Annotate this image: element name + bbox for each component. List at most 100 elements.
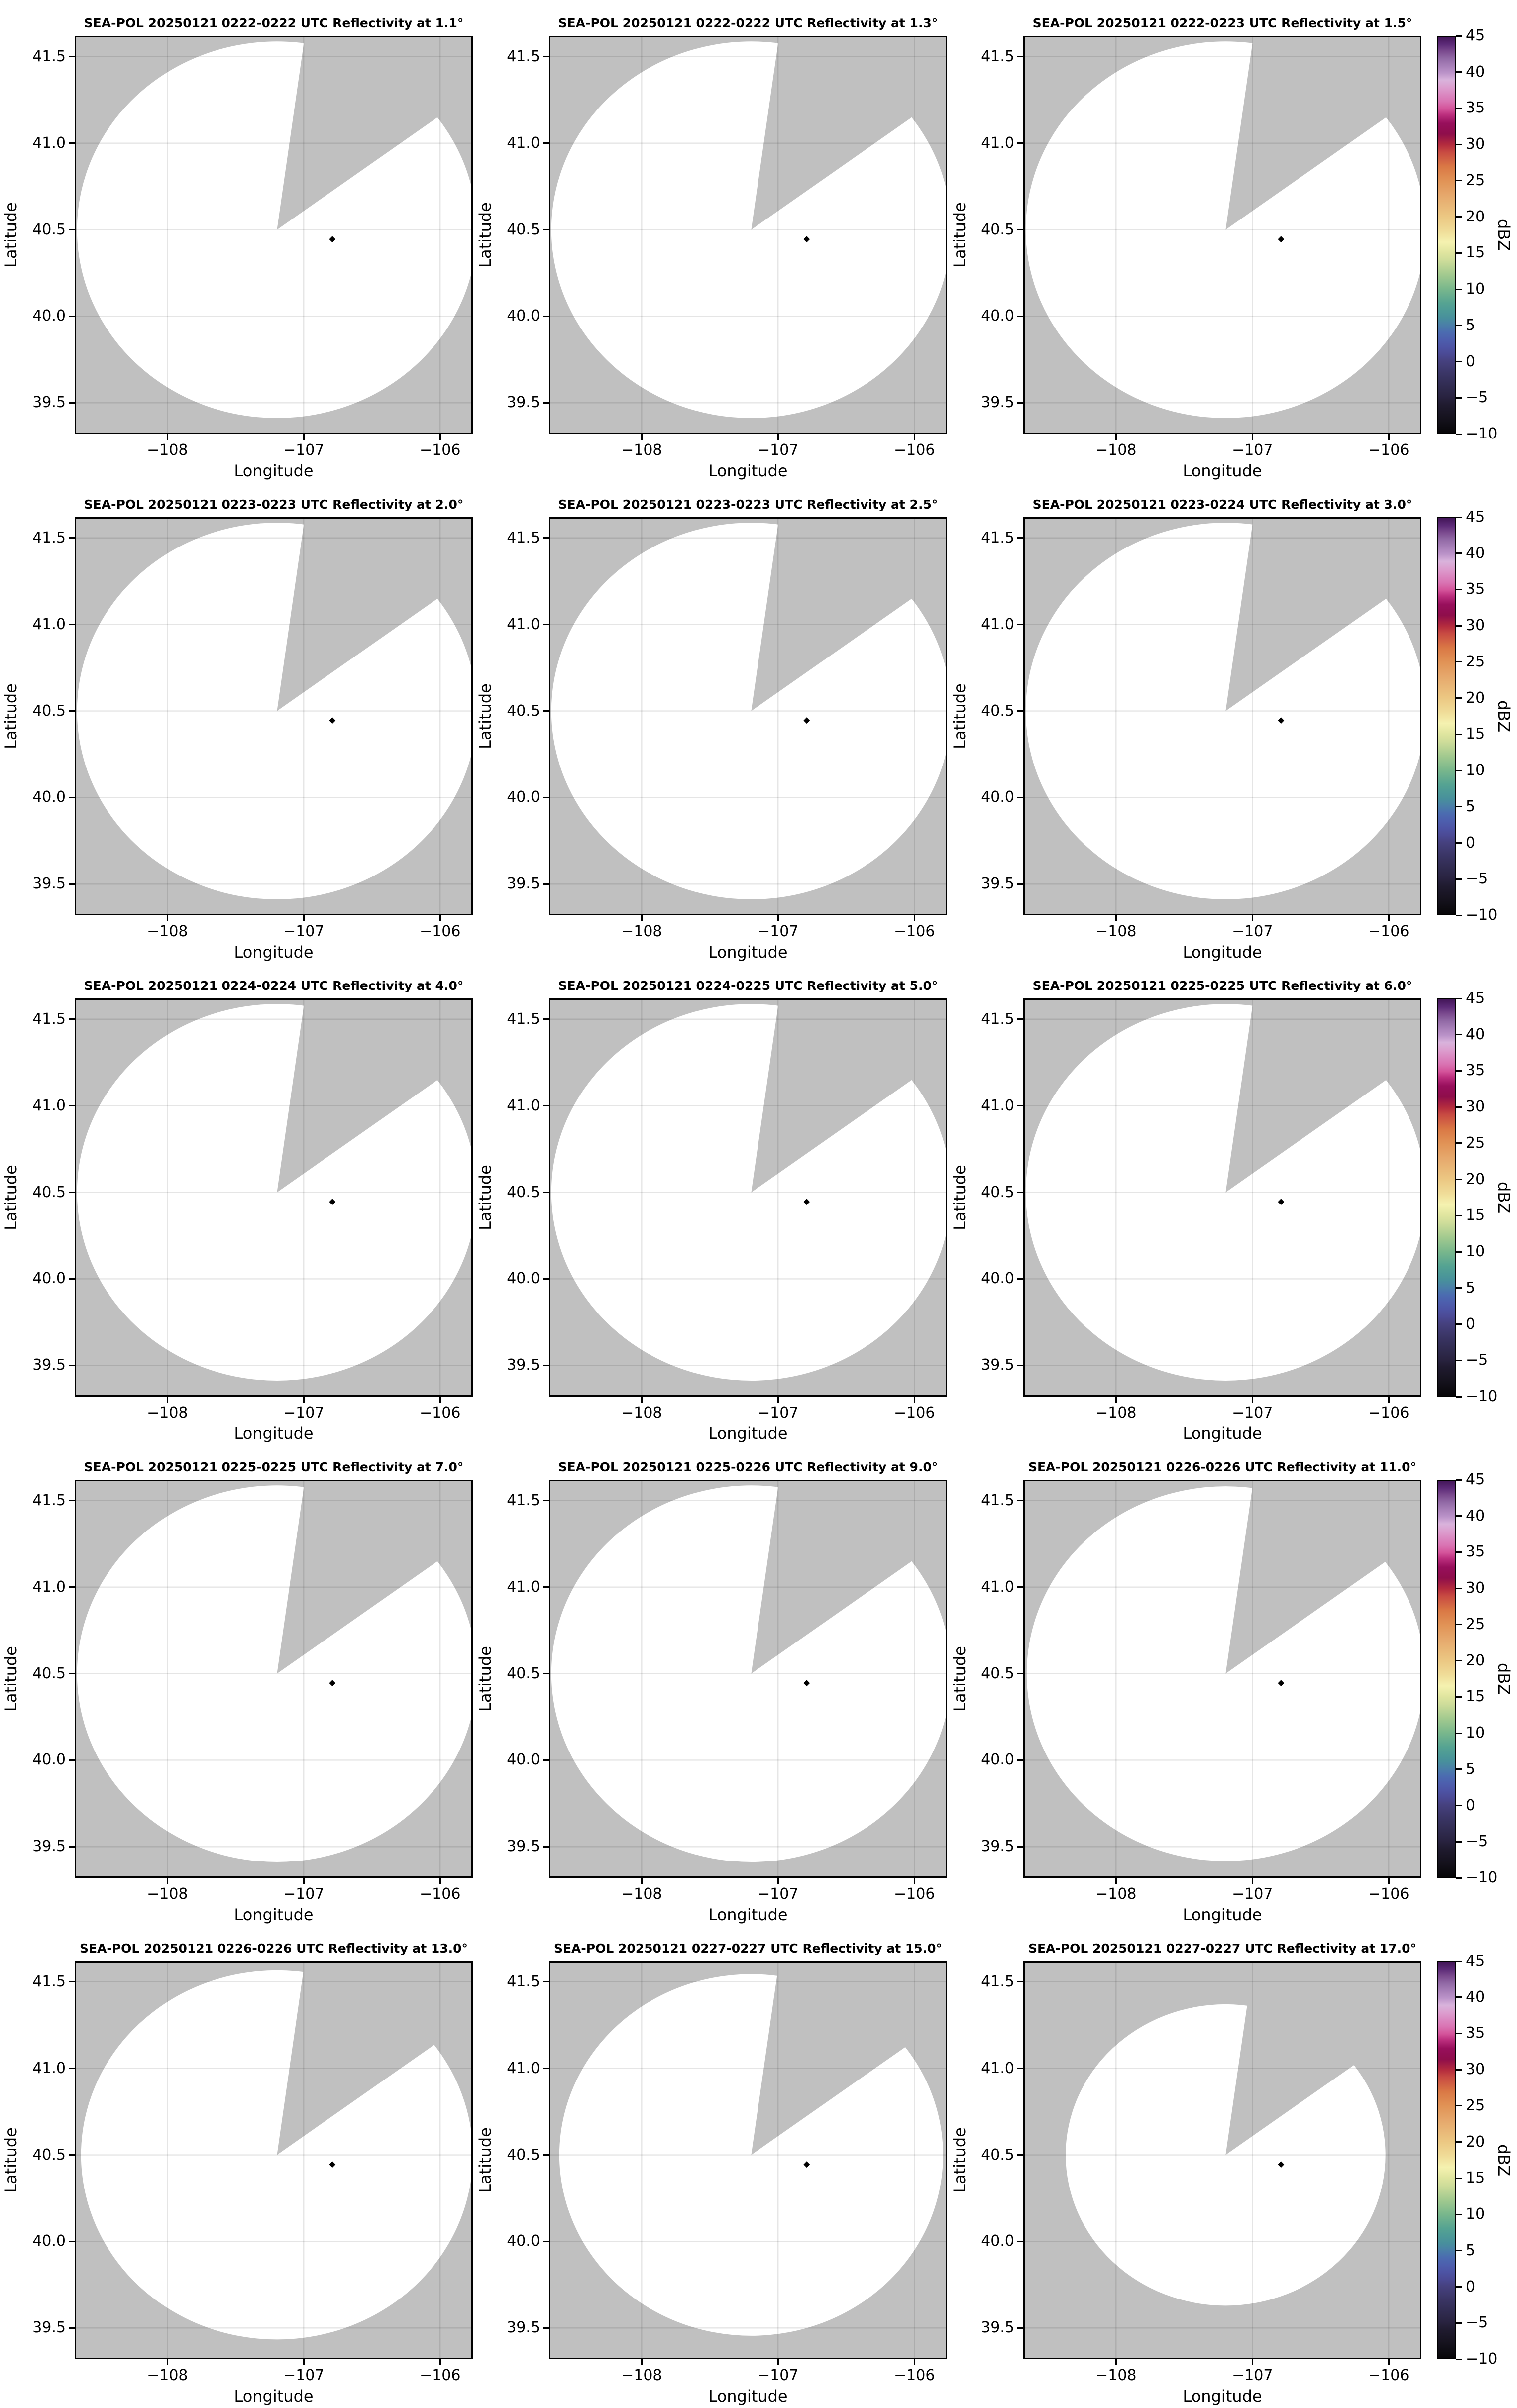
x-tick-mark (1388, 2359, 1390, 2365)
colorbar-tick-label: 30 (1466, 135, 1485, 153)
colorbar-tick-label: 0 (1466, 1315, 1476, 1333)
colorbar-tick-mark (1456, 769, 1462, 771)
colorbar-tick-label: 25 (1466, 1134, 1485, 1152)
y-tick-label: 39.5 (981, 875, 1014, 893)
x-tick-mark (1115, 1397, 1117, 1403)
panel-title: SEA-POL 20250121 0222-0222 UTC Reflectiv… (558, 16, 938, 30)
colorbar-tick-label: 25 (1466, 171, 1485, 189)
plot-area (75, 998, 473, 1397)
colorbar-tick-mark (1456, 625, 1462, 627)
radar-panel: SEA-POL 20250121 0223-0224 UTC Reflectiv… (949, 481, 1423, 963)
figure-row: SEA-POL 20250121 0224-0224 UTC Reflectiv… (0, 963, 1517, 1444)
x-tick-label: −108 (1095, 441, 1137, 459)
colorbar-tick-mark (1456, 2177, 1462, 2179)
figure-row: SEA-POL 20250121 0226-0226 UTC Reflectiv… (0, 1925, 1517, 2407)
panel-title: SEA-POL 20250121 0227-0227 UTC Reflectiv… (553, 1941, 943, 1956)
x-tick-mark (1115, 915, 1117, 921)
colorbar-tick-label: 45 (1466, 1471, 1485, 1488)
colorbar-tick-label: 35 (1466, 1062, 1485, 1080)
x-tick-label: −108 (1095, 1885, 1137, 1903)
x-tick-mark (641, 1878, 643, 1884)
colorbar-tick-mark (1456, 1696, 1462, 1698)
colorbar-tick-label: 15 (1466, 1206, 1485, 1224)
y-axis-label: Latitude (474, 36, 496, 434)
x-tick-mark (777, 1397, 779, 1403)
y-tick-label: 39.5 (981, 2319, 1014, 2337)
colorbar-label: dBZ (1493, 1961, 1515, 2359)
y-tick-label: 40.0 (507, 788, 540, 806)
colorbar-tick-mark (1456, 1070, 1462, 1072)
plot-box (75, 36, 473, 434)
y-tick-label: 41.5 (32, 529, 66, 547)
figure-row: SEA-POL 20250121 0222-0222 UTC Reflectiv… (0, 0, 1517, 481)
x-tick-label: −107 (1232, 1885, 1273, 1903)
panel-title: SEA-POL 20250121 0223-0224 UTC Reflectiv… (1032, 497, 1412, 512)
x-tick-mark (166, 915, 168, 921)
colorbar-tick-label: 5 (1466, 316, 1476, 334)
colorbar-tick-label: 5 (1466, 2241, 1476, 2259)
x-tick-mark (777, 434, 779, 440)
y-tick-mark (543, 1192, 549, 1194)
radar-panel: SEA-POL 20250121 0225-0226 UTC Reflectiv… (474, 1444, 949, 1925)
x-tick-mark (913, 1878, 915, 1884)
blocked-sector-wedge (751, 1961, 947, 2155)
x-tick-mark (1115, 434, 1117, 440)
colorbar-tick-mark (1456, 397, 1462, 399)
colorbar-tick-mark (1456, 2069, 1462, 2071)
y-tick-mark (69, 1105, 75, 1107)
panel-title: SEA-POL 20250121 0222-0223 UTC Reflectiv… (1032, 16, 1412, 30)
y-axis-label: Latitude (0, 36, 22, 434)
y-tick-label: 39.5 (32, 2319, 66, 2337)
y-axis-label-text: Latitude (950, 683, 970, 749)
y-tick-mark (1017, 1018, 1023, 1020)
y-tick-mark (1017, 2154, 1023, 2156)
colorbar-tick-mark (1456, 1732, 1462, 1734)
x-tick-mark (439, 915, 441, 921)
colorbar-tick-mark (1456, 216, 1462, 218)
y-tick-mark (69, 796, 75, 798)
y-axis-label-text: Latitude (476, 1165, 495, 1230)
y-axis-label-text: Latitude (950, 202, 970, 268)
y-tick-mark (543, 1364, 549, 1366)
blocked-sector-wedge (751, 998, 947, 1193)
x-tick-label: −108 (621, 923, 662, 940)
x-tick-label: −108 (621, 2367, 662, 2384)
blocked-sector-wedge (1225, 517, 1421, 711)
y-axis-label: Latitude (949, 36, 971, 434)
y-tick-mark (543, 624, 549, 626)
colorbar-tick-mark (1456, 143, 1462, 145)
y-tick-label: 41.0 (981, 1096, 1014, 1114)
y-tick-mark (1017, 1846, 1023, 1848)
colorbar-tick-mark (1456, 914, 1462, 916)
y-tick-mark (1017, 1364, 1023, 1366)
y-tick-label: 40.5 (981, 702, 1014, 720)
x-tick-mark (1115, 1878, 1117, 1884)
colorbar-tick-label: 20 (1466, 1170, 1485, 1188)
y-axis-label: Latitude (474, 1480, 496, 1878)
y-tick-label: 40.5 (507, 1664, 540, 1682)
colorbar-tick-label: 30 (1466, 617, 1485, 635)
y-axis-label-text: Latitude (476, 1646, 495, 1712)
plot-box (1023, 1961, 1421, 2359)
x-axis-label: Longitude (1183, 1905, 1262, 1924)
y-tick-label: 40.0 (507, 307, 540, 325)
y-tick-mark (1017, 883, 1023, 885)
plot-area (75, 517, 473, 915)
panel-title: SEA-POL 20250121 0225-0225 UTC Reflectiv… (1032, 979, 1412, 993)
colorbar-tick-label: 20 (1466, 208, 1485, 225)
y-tick-mark (543, 2068, 549, 2070)
colorbar-tick-label: 25 (1466, 1615, 1485, 1633)
colorbar-tick-mark (1456, 1768, 1462, 1770)
y-tick-mark (1017, 2068, 1023, 2070)
x-tick-label: −107 (758, 441, 799, 459)
x-tick-label: −106 (894, 2367, 935, 2384)
colorbar-tick-mark (1456, 1996, 1462, 1998)
x-axis-label: Longitude (234, 2387, 314, 2406)
y-tick-mark (1017, 2327, 1023, 2329)
x-tick-mark (641, 434, 643, 440)
y-tick-mark (543, 229, 549, 231)
y-tick-label: 39.5 (981, 1356, 1014, 1374)
y-tick-label: 40.0 (32, 2232, 66, 2250)
y-axis-label: Latitude (0, 517, 22, 915)
plot-area (1023, 1961, 1421, 2359)
